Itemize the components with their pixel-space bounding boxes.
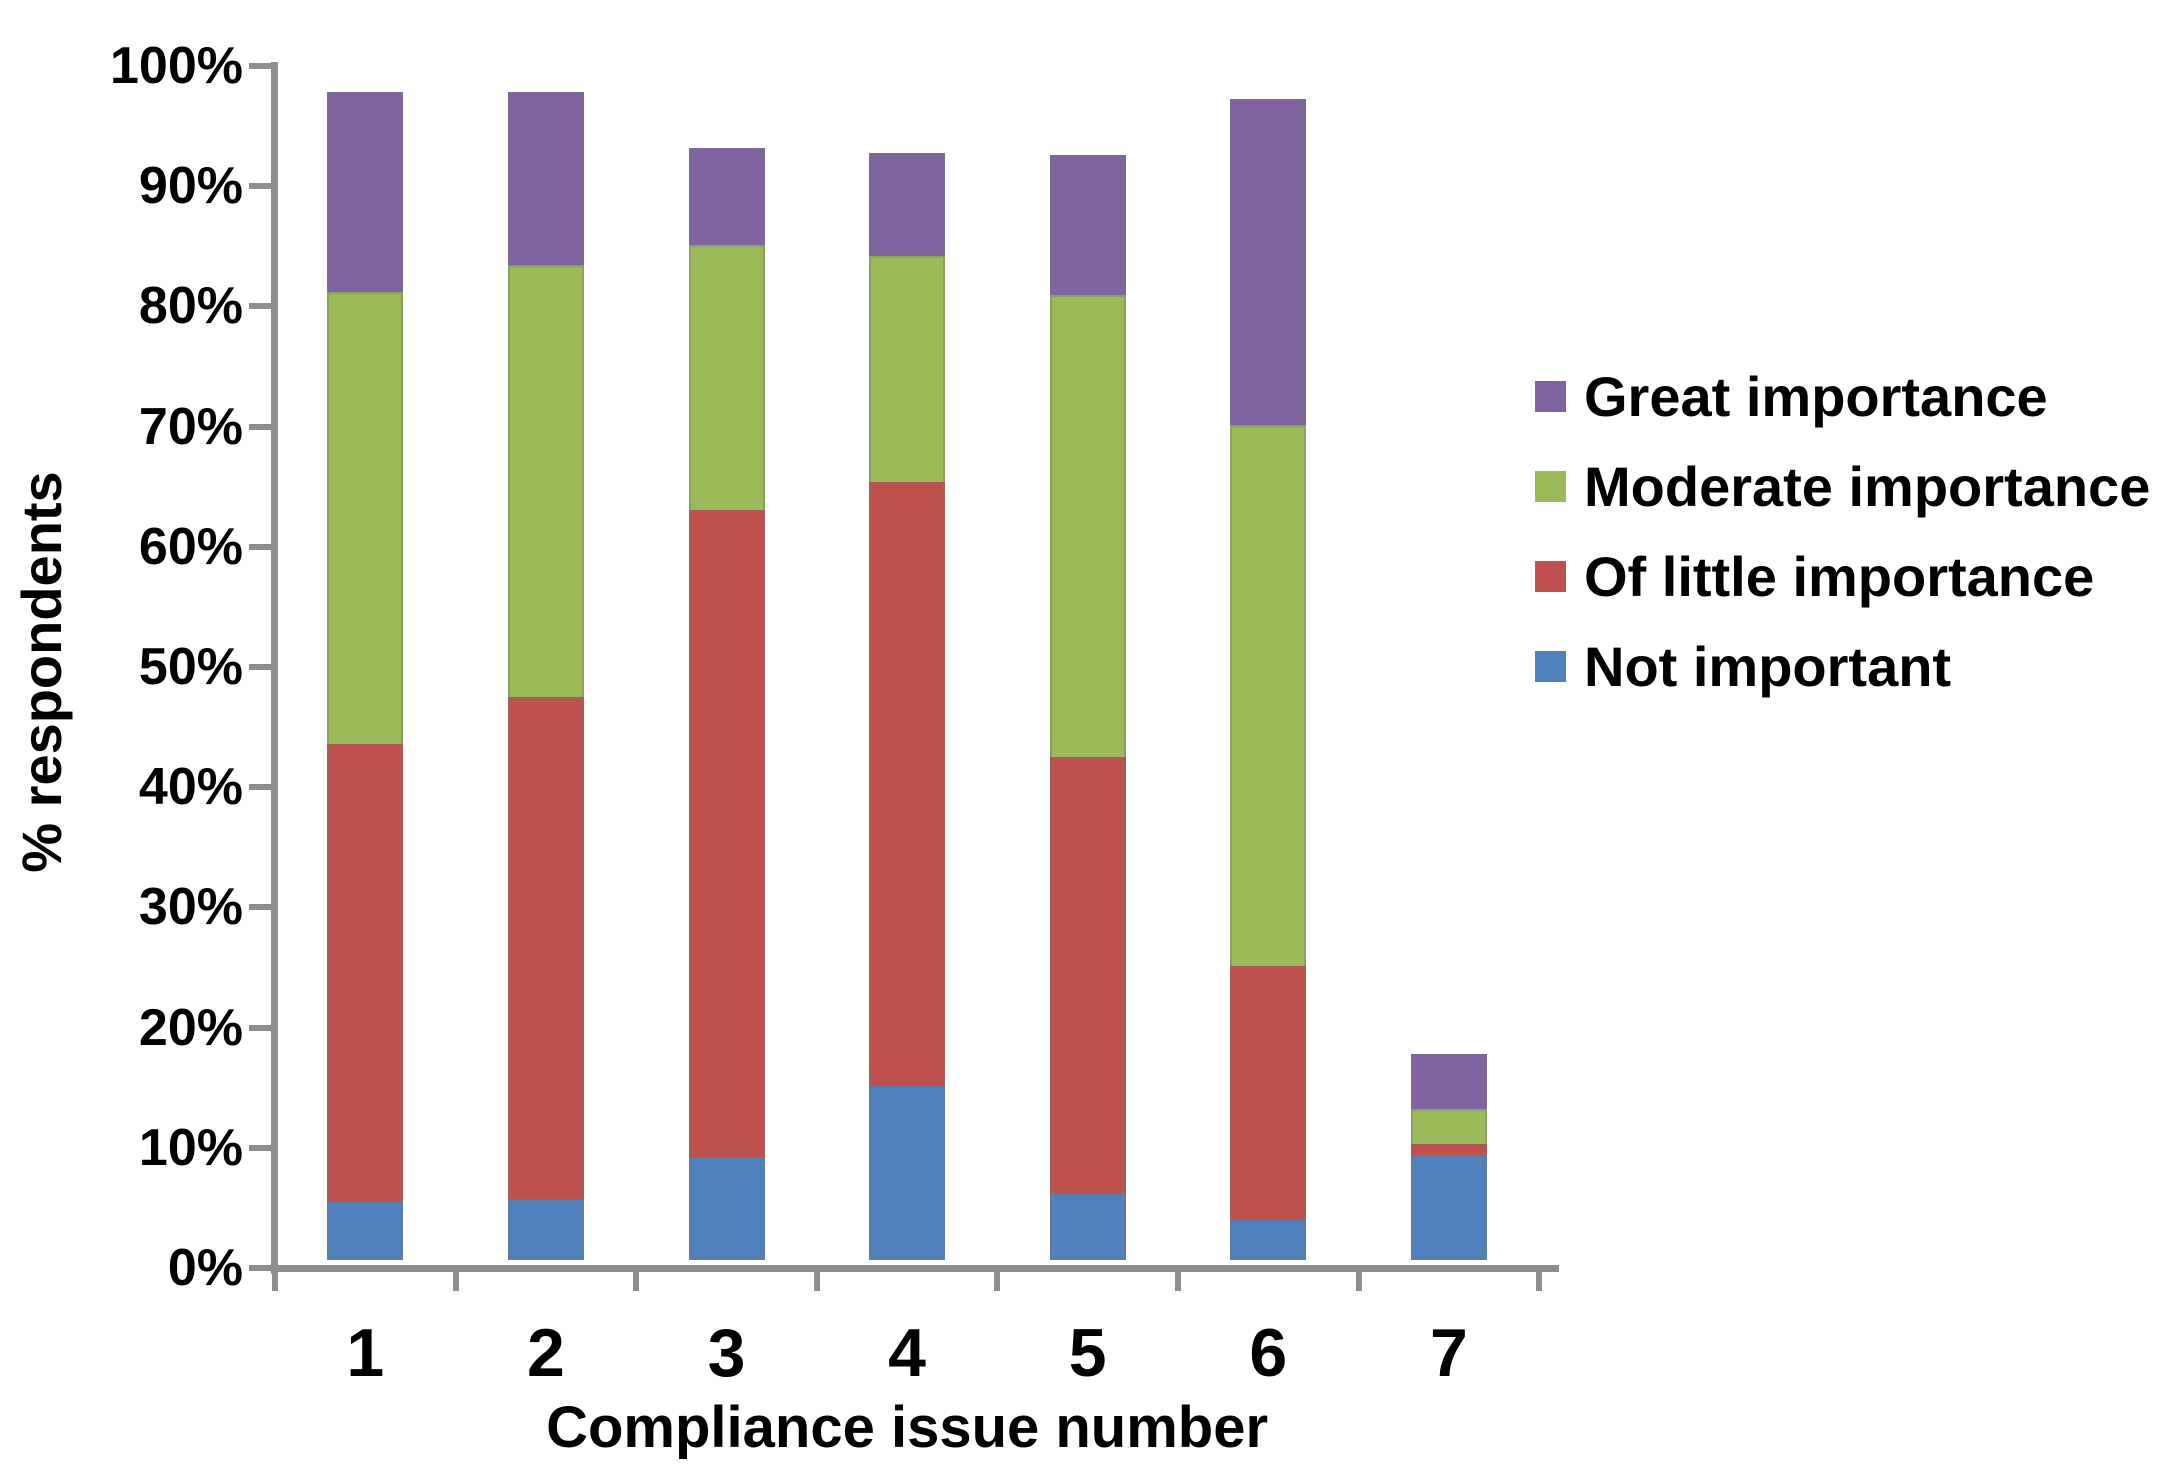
legend-swatch-icon	[1535, 470, 1566, 502]
bar-segment-moderate-importance	[1410, 1108, 1487, 1147]
x-axis-tick	[272, 1271, 278, 1291]
bar-segment-not-important	[327, 1202, 404, 1260]
y-axis-tick-label: 70%	[138, 397, 243, 456]
y-axis-tick	[249, 63, 271, 69]
legend-item: Of little importance	[1535, 531, 2150, 621]
bar-segment-not-important	[507, 1198, 584, 1260]
x-axis-tick-label: 6	[1249, 1315, 1288, 1391]
bar-segment-not-important	[1230, 1220, 1307, 1260]
legend-item: Moderate importance	[1535, 441, 2150, 531]
legend-swatch-icon	[1535, 380, 1566, 412]
x-axis-title: Compliance issue number	[546, 1395, 1269, 1460]
bar-segment-moderate-importance	[507, 265, 584, 700]
x-axis-tick	[1536, 1271, 1543, 1291]
y-axis-tick	[249, 423, 271, 430]
x-axis-tick-label: 4	[888, 1315, 926, 1391]
bar-segment-great-importance	[1049, 155, 1126, 298]
legend-item: Not important	[1535, 621, 2150, 711]
y-axis-tick	[249, 664, 271, 670]
legend-label: Moderate importance	[1584, 454, 2151, 518]
bar-segment-great-importance	[1410, 1054, 1487, 1111]
x-axis-line	[271, 1265, 1560, 1272]
bar-segment-not-important	[869, 1085, 946, 1260]
x-axis-tick-label: 5	[1068, 1315, 1107, 1391]
legend-label: Great importance	[1584, 364, 2048, 428]
x-axis-tick-label: 1	[346, 1315, 385, 1391]
bar-column	[327, 91, 404, 1266]
bar-segment-great-importance	[327, 91, 404, 294]
x-axis-tick	[813, 1271, 820, 1291]
bar-segment-of-little-importance	[327, 743, 404, 1205]
x-axis-tick	[1175, 1271, 1181, 1291]
bar-segment-of-little-importance	[688, 509, 765, 1159]
y-axis-tick	[249, 543, 271, 550]
legend: Great importance Moderate importance Of li…	[1535, 351, 2150, 711]
y-axis-tick	[249, 1265, 271, 1271]
bar-column	[688, 148, 765, 1266]
x-axis-tick	[633, 1271, 640, 1291]
y-axis-tick-label: 30%	[138, 878, 243, 937]
bar-segment-great-importance	[1230, 98, 1307, 427]
y-axis-tick	[249, 183, 271, 190]
bar-segment-not-important	[1049, 1192, 1126, 1260]
bar-segment-of-little-importance	[1230, 966, 1307, 1223]
bar-segment-moderate-importance	[869, 255, 946, 484]
y-axis-tick-label: 20%	[138, 998, 243, 1057]
y-axis-tick-label: 10%	[138, 1118, 243, 1177]
y-axis-tick-label: 60%	[138, 517, 243, 576]
y-axis-tick	[249, 1144, 271, 1151]
y-axis-line	[271, 62, 278, 1274]
x-axis-tick-label: 7	[1429, 1315, 1468, 1391]
y-axis-tick	[249, 303, 271, 310]
y-axis-tick-label: 90%	[138, 157, 243, 216]
bar-column	[1049, 155, 1126, 1266]
y-axis-tick-label: 80%	[138, 277, 243, 336]
legend-swatch-icon	[1535, 650, 1566, 682]
y-axis-tick	[249, 904, 271, 911]
legend-label: Not important	[1584, 634, 1952, 698]
bar-segment-moderate-importance	[688, 244, 765, 512]
x-axis-tick-label: 3	[707, 1315, 746, 1391]
bar-segment-moderate-importance	[1230, 424, 1307, 969]
bar-segment-great-importance	[869, 152, 946, 258]
bar-segment-moderate-importance	[1049, 295, 1126, 760]
x-axis-tick	[1355, 1271, 1362, 1291]
bar-segment-not-important	[1410, 1155, 1487, 1260]
bar-segment-of-little-importance	[507, 697, 584, 1201]
bar-segment-great-importance	[507, 91, 584, 268]
bar-segment-of-little-importance	[869, 481, 946, 1088]
x-axis-tick-label: 2	[526, 1315, 565, 1391]
bar-segment-moderate-importance	[327, 291, 404, 746]
y-axis-tick-label: 0%	[167, 1239, 243, 1297]
y-axis-tick	[249, 784, 271, 791]
legend-item: Great importance	[1535, 351, 2150, 441]
bar-column	[507, 91, 584, 1266]
bar-column	[1410, 1054, 1487, 1266]
y-axis-tick-label: 40%	[138, 758, 243, 817]
bar-column	[1230, 98, 1307, 1266]
bar-segment-of-little-importance	[1049, 757, 1126, 1195]
bar-column	[869, 152, 946, 1266]
y-axis-tick-label: 50%	[138, 638, 243, 696]
bar-segment-not-important	[688, 1156, 765, 1260]
y-axis-tick	[249, 1024, 271, 1031]
y-axis-tick-label: 100%	[110, 37, 243, 95]
legend-label: Of little importance	[1584, 544, 2095, 608]
legend-swatch-icon	[1535, 560, 1566, 592]
x-axis-tick	[994, 1271, 1001, 1291]
bar-segment-great-importance	[688, 148, 765, 247]
x-axis-tick	[452, 1271, 459, 1291]
